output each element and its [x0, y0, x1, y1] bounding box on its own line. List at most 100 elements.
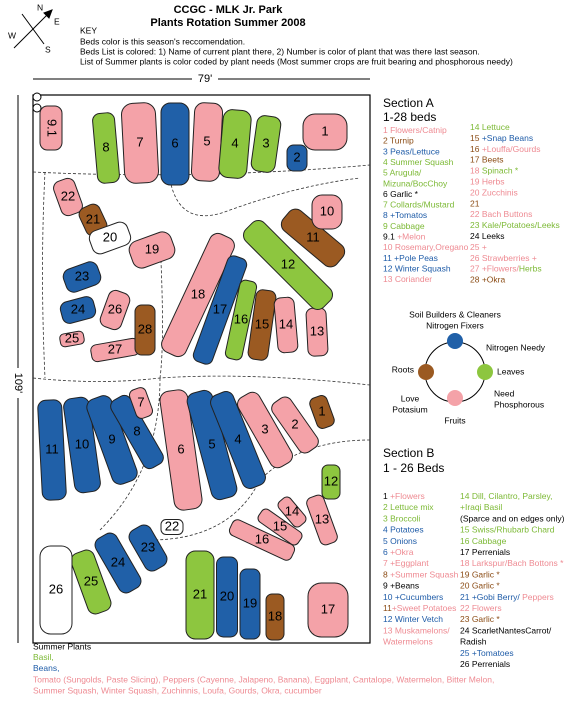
- cycle-label: Nitrogen Needy: [486, 342, 546, 352]
- bed-label: 11: [306, 229, 320, 244]
- list-text: +Iraqi Basil: [460, 502, 502, 512]
- list-line: 25 +: [470, 242, 487, 252]
- list-line: 17 Perrenials: [460, 547, 510, 557]
- list-line: 4 Summer Squash: [383, 157, 454, 167]
- list-text: +Melon: [395, 232, 426, 242]
- bed-label: 21: [86, 211, 100, 226]
- path: [32, 375, 371, 386]
- list-line: 16 +Louffa/Gourds: [470, 144, 541, 154]
- list-line: Radish: [460, 637, 487, 647]
- bed: [311, 194, 343, 230]
- bed: [265, 593, 285, 641]
- bed-label: 3: [262, 135, 269, 150]
- list-text: 27 +Flowers/: [470, 264, 520, 274]
- compass: [13, 9, 53, 49]
- list-text: 11: [383, 603, 392, 613]
- list-text: 5 Arugula/: [383, 168, 422, 178]
- bed: [110, 394, 164, 470]
- list-line: 21: [470, 199, 480, 209]
- bed-label: 21: [193, 586, 207, 601]
- list-text: 15: [470, 133, 482, 143]
- marker: [32, 92, 42, 102]
- subtitle: Plants Rotation Summer 2008: [150, 17, 305, 29]
- compass-n: N: [37, 2, 43, 12]
- bed: [192, 255, 248, 365]
- list-line: 7 Collards/Mustard: [383, 200, 455, 210]
- list-line: 7 +Eggplant: [383, 558, 429, 568]
- key-line: Beds List is colored: 1) Name of current…: [80, 46, 480, 56]
- list-text: Mizuna/BocChoy: [383, 179, 448, 189]
- bed-label: 6: [171, 135, 178, 150]
- bed: [92, 112, 120, 184]
- bed-label: 26: [108, 301, 122, 316]
- bed: [277, 496, 307, 528]
- list-line: 16 Cabbage: [460, 536, 507, 546]
- cycle-node: [477, 364, 493, 380]
- bed-label: 22: [61, 188, 75, 203]
- list-line: 26 Strawberries +: [470, 253, 537, 263]
- cycle-node: [418, 364, 434, 380]
- list-line: 22 Bach Buttons: [470, 209, 532, 219]
- list-text: +Okra: [390, 547, 414, 557]
- list-text: +Summer Squash: [390, 570, 459, 580]
- bed: [286, 144, 308, 172]
- list-line: 5 Arugula/: [383, 168, 422, 178]
- bed-label: 26: [49, 581, 63, 596]
- height-label: 109': [12, 373, 24, 393]
- list-text: Tomato (Sungolds, Paste Slicing), Pepper…: [33, 675, 494, 685]
- list-text: 24 Leeks: [470, 231, 505, 241]
- bed: [99, 289, 131, 331]
- list-line: Mizuna/BocChoy: [383, 179, 448, 189]
- list-line: 14 Lettuce: [470, 122, 510, 132]
- list-line: Basil,: [33, 652, 54, 662]
- list-text: 5 Onions: [383, 536, 417, 546]
- bed-label: 1: [318, 403, 325, 418]
- list-line: 15 Swiss/Rhubarb Chard: [460, 525, 555, 535]
- list-line: 23 Garlic *: [460, 614, 500, 624]
- bed: [53, 177, 83, 217]
- list-line: 27 +Flowers/Herbs: [470, 264, 542, 274]
- bed-label: 23: [141, 539, 155, 554]
- list-line: 12 Winter Squash: [383, 264, 451, 274]
- bed: [306, 494, 338, 546]
- compass-e: E: [54, 16, 60, 26]
- list-line: +Iraqi Basil: [460, 502, 502, 512]
- list-line: 13 Muskamelons/: [383, 626, 450, 636]
- bed: [39, 105, 63, 151]
- list-text: 19 Herbs: [470, 177, 505, 187]
- bed: [257, 508, 303, 546]
- cycle-label: Love: [401, 393, 420, 403]
- list-text: Summer Squash, Winter Squash, Zuchinnis,…: [33, 686, 322, 696]
- list-text: Spinach *: [482, 166, 519, 176]
- list-text: 11 +Pole Peas: [383, 253, 438, 263]
- bed-label: 14: [279, 316, 293, 331]
- bed: [237, 391, 293, 469]
- marker: [32, 103, 42, 113]
- bed-label: 19: [145, 241, 159, 256]
- list-line: (Sparce and on edges only): [460, 514, 565, 524]
- bed: [121, 102, 159, 184]
- list-text: 8 +Tomatos: [383, 210, 427, 220]
- list-text: 28 +Okra: [470, 275, 505, 285]
- cycle-node: [447, 333, 463, 349]
- section-title: Section A: [383, 96, 434, 110]
- list-line: 6 +Okra: [383, 547, 414, 557]
- list-text: 6 Garlic *: [383, 189, 419, 199]
- bed-label: 11: [45, 441, 59, 456]
- bed: [216, 556, 238, 638]
- cycle-label: Soil Builders & Cleaners: [409, 309, 501, 319]
- list-text: 1: [383, 491, 390, 501]
- bed: [161, 232, 235, 358]
- cycle-label: Potasium: [392, 404, 427, 414]
- bed-label: 7: [136, 134, 143, 149]
- bed-label: 25: [84, 573, 98, 588]
- cycle-label: Need: [494, 388, 515, 398]
- list-text: 14 Lettuce: [470, 122, 510, 132]
- list-line: 12 Winter Vetch: [383, 614, 443, 624]
- bed-label: 5: [208, 436, 215, 451]
- list-text: 25 +: [470, 242, 487, 252]
- bed-label: 22: [165, 518, 179, 533]
- list-text: 7 +Eggplant: [383, 558, 429, 568]
- list-text: Peppers: [522, 592, 554, 602]
